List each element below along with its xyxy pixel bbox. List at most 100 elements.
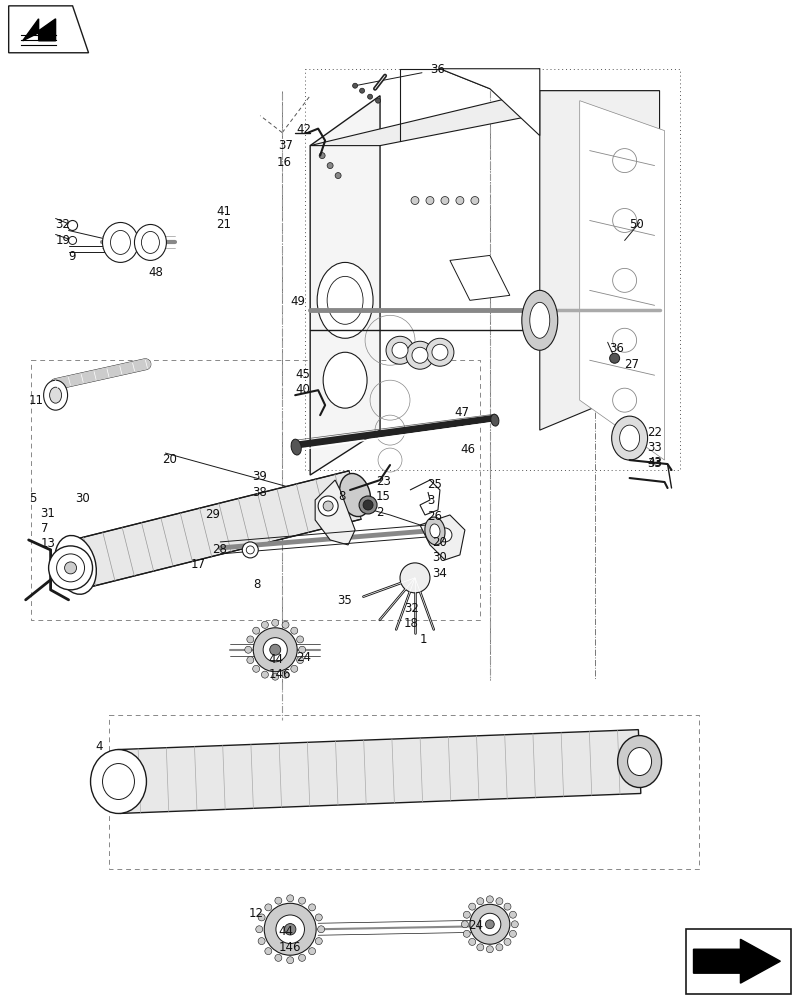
Text: 32: 32 xyxy=(55,218,71,231)
Circle shape xyxy=(511,921,517,928)
Circle shape xyxy=(504,938,510,945)
Text: 32: 32 xyxy=(404,602,418,615)
Circle shape xyxy=(261,621,268,628)
Polygon shape xyxy=(20,16,61,46)
Ellipse shape xyxy=(135,224,166,260)
Polygon shape xyxy=(315,480,354,545)
Polygon shape xyxy=(23,19,55,41)
Polygon shape xyxy=(539,91,659,430)
Circle shape xyxy=(358,496,376,514)
Text: 24: 24 xyxy=(467,919,483,932)
Polygon shape xyxy=(419,515,465,560)
Circle shape xyxy=(258,914,264,921)
Circle shape xyxy=(363,500,372,510)
Circle shape xyxy=(272,619,278,626)
Circle shape xyxy=(247,636,254,643)
Circle shape xyxy=(468,903,475,910)
Polygon shape xyxy=(70,471,361,589)
Circle shape xyxy=(426,197,433,205)
Ellipse shape xyxy=(617,736,661,788)
Text: 45: 45 xyxy=(295,368,310,381)
Text: 18: 18 xyxy=(404,617,418,630)
Text: 29: 29 xyxy=(205,508,220,521)
Circle shape xyxy=(276,915,304,944)
Text: 8: 8 xyxy=(253,578,260,591)
Circle shape xyxy=(318,496,337,516)
Text: 33: 33 xyxy=(647,441,662,454)
Text: 6: 6 xyxy=(292,941,299,954)
Ellipse shape xyxy=(57,554,84,582)
Bar xyxy=(684,929,791,994)
Circle shape xyxy=(290,627,298,634)
Circle shape xyxy=(508,911,516,918)
Circle shape xyxy=(470,197,478,205)
Text: 8: 8 xyxy=(337,490,345,503)
Circle shape xyxy=(437,528,452,542)
Circle shape xyxy=(298,954,305,961)
Circle shape xyxy=(476,898,483,905)
Ellipse shape xyxy=(102,764,135,799)
Text: 39: 39 xyxy=(252,470,267,483)
Text: 1: 1 xyxy=(419,633,427,646)
Text: 6: 6 xyxy=(282,668,290,681)
Circle shape xyxy=(67,220,78,230)
Polygon shape xyxy=(117,730,640,813)
Ellipse shape xyxy=(91,750,146,813)
Ellipse shape xyxy=(627,748,650,776)
Text: 50: 50 xyxy=(629,218,644,231)
Circle shape xyxy=(296,657,303,664)
Circle shape xyxy=(269,644,281,655)
Text: 35: 35 xyxy=(337,594,351,607)
Polygon shape xyxy=(410,480,440,515)
Circle shape xyxy=(359,88,364,93)
Circle shape xyxy=(375,98,380,103)
Text: 12: 12 xyxy=(248,907,263,920)
Circle shape xyxy=(308,904,315,911)
Text: 4: 4 xyxy=(96,740,103,753)
Ellipse shape xyxy=(323,352,367,408)
Polygon shape xyxy=(440,69,539,136)
Polygon shape xyxy=(579,101,663,460)
Circle shape xyxy=(261,671,268,678)
Circle shape xyxy=(286,895,294,902)
Circle shape xyxy=(508,930,516,937)
Circle shape xyxy=(463,930,470,937)
Circle shape xyxy=(65,562,76,574)
Text: 5: 5 xyxy=(28,492,36,505)
Text: 2: 2 xyxy=(375,506,383,519)
Circle shape xyxy=(258,938,264,945)
Text: 30: 30 xyxy=(75,492,90,505)
Text: 40: 40 xyxy=(295,383,310,396)
Text: 22: 22 xyxy=(647,426,662,439)
Circle shape xyxy=(486,896,493,903)
Text: 42: 42 xyxy=(296,123,311,136)
Text: 41: 41 xyxy=(216,205,231,218)
Circle shape xyxy=(470,904,509,944)
Ellipse shape xyxy=(49,546,92,590)
Circle shape xyxy=(496,944,502,951)
Circle shape xyxy=(264,904,272,911)
Circle shape xyxy=(315,938,322,945)
Text: 46: 46 xyxy=(459,443,474,456)
Ellipse shape xyxy=(490,414,498,426)
Text: 28: 28 xyxy=(212,543,227,556)
Circle shape xyxy=(286,957,294,964)
Circle shape xyxy=(308,948,315,955)
Circle shape xyxy=(281,621,289,628)
Polygon shape xyxy=(449,255,509,300)
Circle shape xyxy=(352,83,357,88)
Circle shape xyxy=(298,646,305,653)
Text: 36: 36 xyxy=(430,63,444,76)
Text: 43: 43 xyxy=(647,456,662,469)
Text: 9: 9 xyxy=(68,250,76,263)
Text: 11: 11 xyxy=(28,394,44,407)
Text: 33: 33 xyxy=(647,457,662,470)
Text: 47: 47 xyxy=(453,406,468,419)
Circle shape xyxy=(246,546,254,554)
Circle shape xyxy=(461,921,468,928)
Text: 20: 20 xyxy=(162,453,177,466)
Circle shape xyxy=(440,197,448,205)
Circle shape xyxy=(264,948,272,955)
Circle shape xyxy=(319,153,324,159)
Circle shape xyxy=(242,542,258,558)
